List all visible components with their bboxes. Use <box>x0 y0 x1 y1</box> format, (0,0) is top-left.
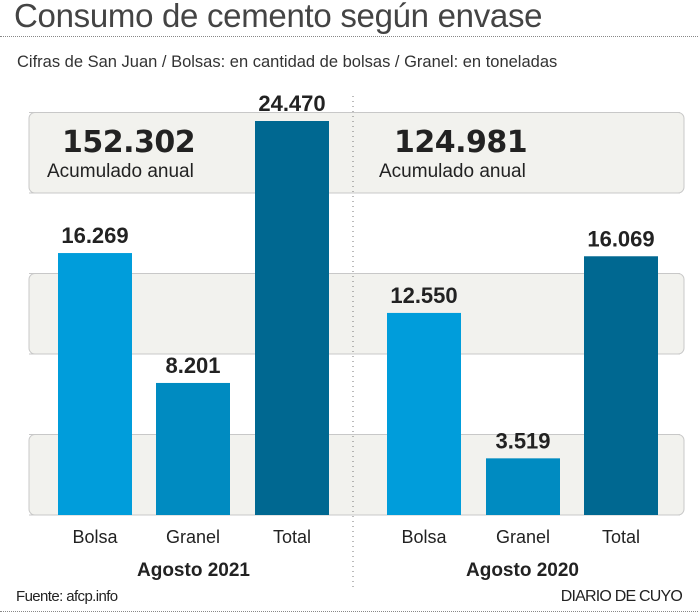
accumulated-label: Acumulado anual <box>379 161 526 182</box>
category-label: Granel <box>166 527 220 547</box>
source-note: Fuente: afcp.info <box>16 588 118 605</box>
group-label: Agosto 2021 <box>137 560 250 581</box>
accumulated-label: Acumulado anual <box>47 161 194 182</box>
accumulated-value: 152.302 <box>62 125 195 160</box>
chart-subtitle: Cifras de San Juan / Bolsas: en cantidad… <box>17 53 558 71</box>
category-label: Total <box>602 527 640 547</box>
footer-divider <box>0 611 698 612</box>
data-label: 12.550 <box>390 283 457 308</box>
bar-total <box>255 121 329 515</box>
data-label: 3.519 <box>495 428 550 453</box>
accumulated-value: 124.981 <box>394 125 527 160</box>
group-label: Agosto 2020 <box>466 560 579 581</box>
category-label: Bolsa <box>72 527 118 547</box>
category-label: Bolsa <box>401 527 447 547</box>
brand-credit: DIARIO DE CUYO <box>560 588 683 605</box>
bar-total <box>584 256 658 515</box>
data-label: 16.069 <box>587 226 654 251</box>
data-label: 8.201 <box>165 353 220 378</box>
category-label: Total <box>273 527 311 547</box>
title-divider <box>0 36 698 37</box>
category-label: Granel <box>496 527 550 547</box>
bar-granel <box>156 382 230 515</box>
data-label: 16.269 <box>61 223 128 248</box>
bar-bolsa <box>58 253 132 515</box>
chart-title: Consumo de cemento según envase <box>14 0 543 34</box>
data-label: 24.470 <box>258 91 325 116</box>
bar-bolsa <box>387 312 461 515</box>
bar-granel <box>486 458 560 515</box>
